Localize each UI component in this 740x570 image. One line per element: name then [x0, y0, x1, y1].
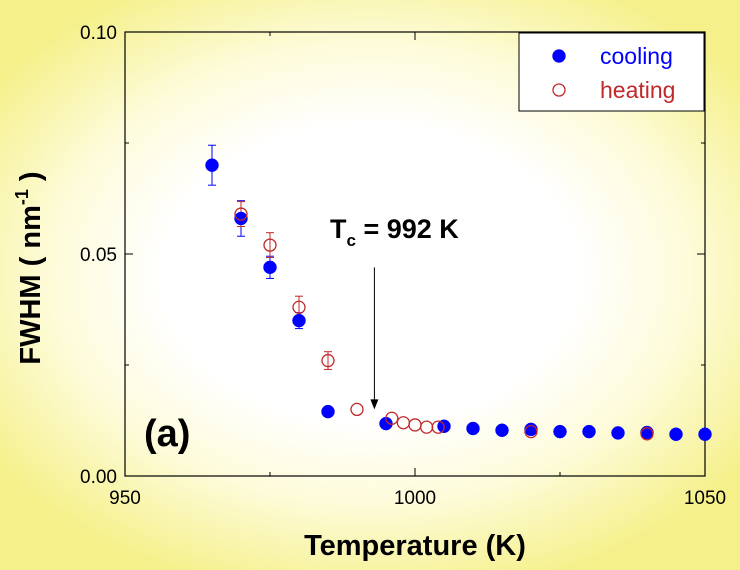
cooling-point	[524, 422, 538, 437]
heating-point	[408, 418, 422, 432]
tc-arrow-head	[370, 399, 379, 410]
heating-point	[350, 402, 364, 417]
x-tick-label: 1050	[684, 488, 726, 509]
cooling-point	[611, 426, 625, 440]
cooling-point	[466, 421, 480, 436]
heating-point	[292, 300, 306, 314]
y-tick-label: 0.10	[80, 23, 117, 44]
tc-annotation: Tc = 992 K	[330, 214, 459, 250]
legend-marker-cooling	[552, 49, 566, 63]
x-tick-label: 950	[109, 488, 141, 509]
heating-point	[524, 424, 538, 439]
heating-point	[431, 420, 445, 434]
cooling-point	[263, 260, 277, 275]
cooling-point	[205, 158, 219, 172]
panel-label: (a)	[144, 413, 190, 455]
heating-point	[234, 207, 248, 221]
heating-point	[419, 420, 434, 434]
x-tick-label: 1000	[394, 488, 436, 509]
y-tick-label: 0.05	[80, 245, 117, 266]
x-axis-label: Temperature (K)	[304, 530, 526, 562]
y-tick-label: 0.00	[80, 467, 117, 488]
cooling-point	[698, 427, 712, 442]
legend-box	[518, 32, 705, 112]
heating-point	[385, 411, 399, 425]
cooling-point	[292, 313, 306, 328]
heating-point	[263, 238, 277, 252]
legend-marker-heating	[552, 83, 566, 97]
legend-label-heating: heating	[600, 77, 675, 103]
cooling-point	[669, 427, 683, 442]
cooling-point	[321, 404, 335, 419]
legend-label-cooling: cooling	[600, 43, 673, 69]
cooling-point	[553, 424, 567, 439]
heating-point	[396, 416, 411, 430]
heating-point	[321, 353, 335, 368]
cooling-point	[582, 424, 596, 439]
cooling-point	[234, 211, 248, 226]
cooling-point	[495, 423, 509, 438]
heating-point	[640, 427, 654, 441]
y-axis-label: FWHM ( nm-1 )	[12, 171, 47, 364]
